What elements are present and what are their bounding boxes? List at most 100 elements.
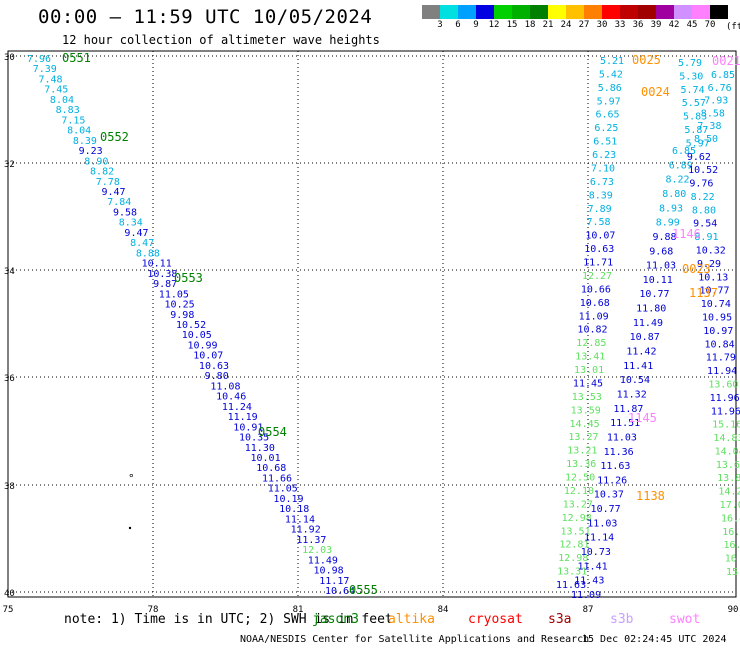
legend-tick-label: 18 [524, 20, 536, 30]
lon-tick-label: 81 [293, 605, 304, 615]
wave-height-value: 8.91 [694, 232, 718, 243]
wave-height-value: 10.11 [142, 259, 172, 270]
wave-height-value: 11.32 [617, 389, 647, 400]
wave-height-value: 9.62 [687, 152, 711, 163]
wave-height-value: 13.31 [557, 567, 587, 578]
wave-height-value: 11.14 [584, 533, 614, 544]
wave-height-value: 14.23 [718, 487, 740, 498]
wave-height-value: 10.82 [577, 325, 607, 336]
wave-height-value: 11.09 [571, 590, 601, 601]
wave-height-value: 12.85 [576, 338, 606, 349]
wave-height-value: 11.66 [262, 473, 292, 484]
wave-height-value: 16.43 [721, 513, 740, 524]
legend-tick-label: 33 [614, 20, 626, 30]
wave-height-value: 13.27 [563, 499, 593, 510]
wave-height-value: 10.66 [581, 284, 611, 295]
legend-swatch [602, 5, 620, 19]
wave-height-value: 11.96 [711, 406, 740, 417]
wave-height-value: 16.3 [723, 540, 740, 551]
wave-height-value: 11.05 [159, 289, 189, 300]
wave-height-value: 11.03 [607, 432, 637, 443]
wave-height-value: 10.05 [182, 330, 212, 341]
wave-height-value: 16.01 [722, 527, 740, 538]
legend-tick-label: 30 [596, 20, 608, 30]
wave-height-value: 12.10 [564, 486, 594, 497]
wave-height-value: 12.98 [562, 513, 592, 524]
wave-height-value: 5.42 [599, 69, 623, 80]
wave-height-value: 9.47 [102, 187, 126, 198]
wave-height-value: 10.07 [585, 231, 615, 242]
lon-tick-label: 84 [438, 605, 449, 615]
wave-height-value: 8.22 [665, 175, 689, 186]
wave-height-value: 12.03 [302, 545, 332, 556]
legend-unit: (ft) [726, 22, 740, 32]
wave-height-value: 11.63 [600, 461, 630, 472]
wave-height-value: 5.57 [682, 98, 706, 109]
wave-height-value: 11.30 [245, 443, 275, 454]
lon-tick-label: 78 [148, 605, 159, 615]
wave-height-value: 8.90 [84, 156, 108, 167]
wave-height-value: 11.96 [710, 393, 740, 404]
wave-height-value: 13.36 [566, 459, 596, 470]
legend-swatch [566, 5, 584, 19]
lat-tick-label: 40 [4, 589, 15, 599]
wave-height-value: 9.80 [205, 371, 229, 382]
wave-height-value: 8.34 [119, 218, 143, 229]
wave-height-value: 7.84 [107, 197, 131, 208]
wave-height-value: 11.41 [578, 561, 608, 572]
wave-height-value: 6.65 [595, 110, 619, 121]
wave-height-value: 9.47 [124, 228, 148, 239]
map-frame [7, 50, 737, 598]
wave-height-value: 10.95 [702, 313, 732, 324]
wave-height-value: 9.58 [113, 207, 137, 218]
wave-height-value: 11.17 [319, 576, 349, 587]
wave-height-value: 7.78 [96, 177, 120, 188]
wave-height-value: 11.19 [228, 412, 258, 423]
wave-height-value: 8.04 [67, 126, 91, 137]
credit-text: NOAA/NESDIS Center for Satellite Applica… [240, 634, 590, 645]
wave-height-value: 14.04 [715, 446, 740, 457]
wave-height-value: 12.27 [582, 271, 612, 282]
wave-height-value: 12.98 [558, 553, 588, 564]
wave-height-value: 8.93 [659, 203, 683, 214]
wave-height-value: 7.96 [27, 54, 51, 65]
credit-date: 15 Dec 02:24:45 UTC 2024 [582, 634, 727, 645]
wave-height-value: 5.86 [598, 83, 622, 94]
wave-height-value: 8.80 [692, 205, 716, 216]
map-title: 00:00 – 11:59 UTC 10/05/2024 [38, 6, 373, 28]
wave-height-value: 6.25 [594, 123, 618, 134]
wave-height-value: 10.98 [314, 566, 344, 577]
wave-height-value: 11.45 [573, 378, 603, 389]
wave-height-value: 9.98 [170, 310, 194, 321]
legend-swatch [440, 5, 458, 19]
wave-height-value: 11.14 [285, 514, 315, 525]
legend-tick-label: 36 [632, 20, 644, 30]
track-time-label: 0023 [682, 262, 711, 276]
lon-tick-label: 87 [583, 605, 594, 615]
wave-height-value: 8.50 [694, 134, 718, 145]
wave-height-value: 9.68 [649, 246, 673, 257]
wave-height-value: 10.38 [147, 269, 177, 280]
marker-dot: ° [128, 472, 135, 485]
wave-height-value: 9.88 [652, 232, 676, 243]
wave-height-value: 14.45 [570, 419, 600, 430]
satellite-legend-item: altika [388, 612, 435, 627]
wave-height-value: 8.58 [701, 108, 725, 119]
wave-height-value: 11.49 [633, 318, 663, 329]
wave-height-value: 9.29 [697, 259, 721, 270]
wave-height-value: 10.63 [199, 361, 229, 372]
wave-height-value: 10.19 [273, 494, 303, 505]
lon-tick-label: 90 [728, 605, 739, 615]
wave-height-value: 6.89 [669, 160, 693, 171]
track-time-label: 1145 [628, 411, 657, 425]
wave-height-value: 8.04 [50, 95, 74, 106]
wave-height-value: 6.76 [708, 83, 732, 94]
wave-height-value: 10.77 [699, 286, 729, 297]
wave-height-value: 8.80 [662, 189, 686, 200]
wave-height-value: 10.68 [580, 298, 610, 309]
track-time-label: 0551 [62, 51, 91, 65]
lat-tick-label: 36 [4, 374, 15, 384]
wave-height-value: 11.51 [610, 418, 640, 429]
wave-height-value: 10.32 [696, 246, 726, 257]
